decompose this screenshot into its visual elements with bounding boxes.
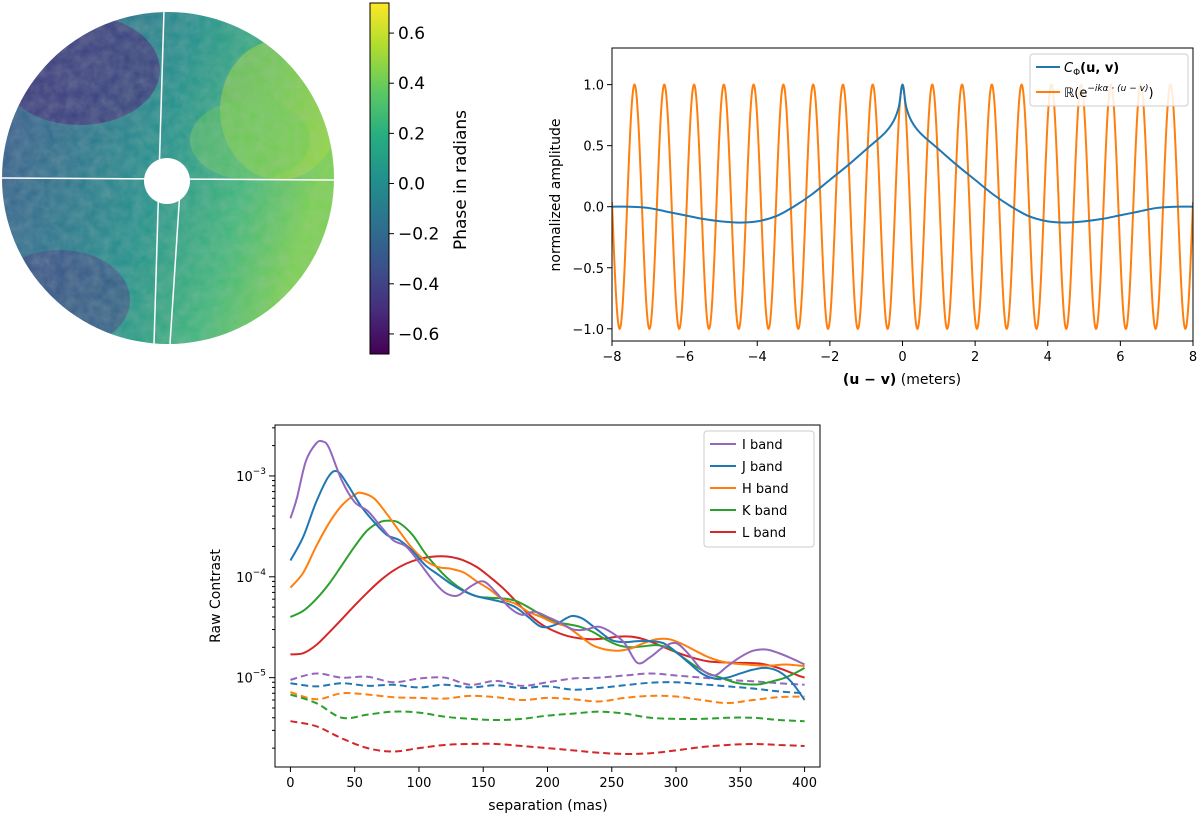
contrast-x-label: separation (mas) [488, 798, 607, 814]
series-line-h-band [289, 491, 805, 668]
colorbar-tick-label: 0.6 [398, 24, 425, 44]
series-line-fringe [612, 83, 1193, 330]
legend-label-h-band: H band [742, 482, 789, 497]
central-obstruction [144, 158, 190, 204]
colorbar-tick-label: −0.4 [398, 275, 439, 295]
series-line-k-band-dashed [290, 693, 805, 723]
colorbar-tick-label: 0.0 [398, 175, 425, 195]
x-tick-label: −4 [748, 350, 767, 365]
contrast-y-ticks: 10−5 10−4 10−3 [236, 427, 275, 749]
series-line-h-band-dashed [290, 691, 805, 705]
colorbar-tick-label: −0.6 [398, 325, 439, 345]
legend-label-correlation: CΦ(u, v) [1064, 61, 1119, 78]
correlation-series [612, 83, 1193, 330]
legend-label-k-band: K band [742, 504, 787, 519]
colorbar-tick-label: 0.4 [398, 74, 425, 94]
y-tick-label: −1.0 [572, 323, 604, 338]
series-line-correlation [612, 83, 1193, 224]
correlation-chart: −8 −6 −4 −2 0 2 4 6 8 −1.0 −0.5 0.0 0.5 1.0 (u − v) … [548, 47, 1197, 388]
contrast-chart: 0 50 100 150 200 250 300 350 400 10−5 10−4 10−3 se… [208, 424, 821, 814]
colorbar: 0.6 0.4 0.2 0.0 −0.2 −0.4 −0.6 Phase in radian… [369, 2, 471, 355]
colorbar-tick-label: 0.2 [398, 124, 425, 144]
x-tick-label: 0 [286, 776, 294, 791]
correlation-y-ticks: −1.0 −0.5 0.0 0.5 1.0 [572, 79, 612, 338]
contrast-series [289, 439, 806, 755]
x-tick-label: 8 [1189, 350, 1197, 365]
x-tick-label: 250 [599, 776, 624, 791]
series-line-l-band-dashed [290, 720, 805, 755]
legend-label-l-band: L band [742, 526, 786, 541]
x-tick-label: 50 [346, 776, 363, 791]
correlation-x-ticks: −8 −6 −4 −2 0 2 4 6 8 [602, 341, 1197, 365]
x-tick-label: 350 [728, 776, 753, 791]
y-tick-label: 10−3 [236, 467, 266, 485]
colorbar-label: Phase in radians [451, 110, 471, 250]
xlabel-units: (meters) [896, 372, 961, 388]
x-tick-label: 0 [898, 350, 906, 365]
xlabel-vector: (u − v) [843, 372, 896, 388]
series-line-i-band [289, 439, 806, 677]
correlation-legend: CΦ(u, v) ℝ(e−ikα · (u − v)) [1029, 53, 1189, 107]
colorbar-ticks: 0.6 0.4 0.2 0.0 −0.2 −0.4 −0.6 [389, 24, 439, 345]
correlation-legend-box [1029, 53, 1189, 107]
x-tick-label: 150 [471, 776, 496, 791]
contrast-y-label: Raw Contrast [208, 549, 224, 643]
x-tick-label: −6 [675, 350, 694, 365]
correlation-y-label: normalized amplitude [548, 119, 564, 272]
series-line-j-band [289, 470, 806, 701]
series-line-j-band-dashed [290, 681, 805, 695]
legend-label-fringe: ℝ(e−ikα · (u − v)) [1064, 84, 1154, 101]
pupil-phase-map [2, 12, 334, 344]
x-tick-label: 100 [407, 776, 432, 791]
x-tick-label: 200 [535, 776, 560, 791]
x-tick-label: −2 [820, 350, 839, 365]
legend-label-j-band: J band [741, 460, 783, 475]
y-tick-label: 10−4 [236, 568, 266, 586]
x-tick-label: 2 [971, 350, 979, 365]
colorbar-tick-label: −0.2 [398, 225, 439, 245]
colorbar-gradient [369, 2, 390, 355]
x-tick-label: 6 [1116, 350, 1124, 365]
legend-label-i-band: I band [742, 438, 783, 453]
x-tick-label: 4 [1044, 350, 1052, 365]
spider-vane-vertical-bottom [169, 189, 181, 344]
y-tick-label: 0.0 [583, 201, 604, 216]
y-tick-label: 0.5 [583, 140, 604, 155]
x-tick-label: 400 [792, 776, 817, 791]
contrast-legend-box [703, 430, 815, 548]
y-tick-label: 10−5 [236, 669, 266, 687]
contrast-x-ticks: 0 50 100 150 200 250 300 350 400 [286, 767, 817, 791]
correlation-x-label: (u − v) (meters) [843, 372, 961, 388]
x-tick-label: 300 [664, 776, 689, 791]
y-tick-label: 1.0 [583, 79, 604, 94]
x-tick-label: −8 [602, 350, 621, 365]
y-tick-label: −0.5 [572, 262, 604, 277]
contrast-legend: I band J band H band K band L band [703, 430, 815, 548]
